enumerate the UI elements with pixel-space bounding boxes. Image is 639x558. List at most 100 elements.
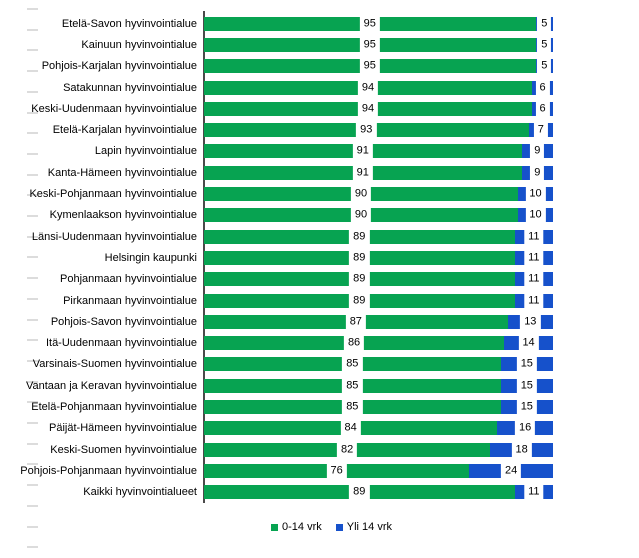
bar-track: 84 16 (204, 420, 553, 436)
bar-track: 82 18 (204, 442, 553, 458)
value-label-0-14-vrk: 94 (357, 101, 379, 117)
category-label: Itä-Uudenmaan hyvinvointialue (45, 337, 197, 350)
tick-mark (27, 401, 38, 404)
chart-row: Helsingin kaupunki 89 11 (0, 247, 554, 268)
bar-track: 85 15 (204, 378, 553, 394)
bar-track: 94 6 (204, 80, 553, 96)
tick-mark (27, 318, 38, 321)
value-label-yli-14-vrk: 11 (524, 293, 544, 308)
bar-track: 89 11 (204, 484, 553, 500)
chart-row: Satakunnan hyvinvointialue 94 6 (0, 77, 554, 98)
value-label-0-14-vrk: 85 (342, 399, 363, 415)
tick-mark (27, 256, 38, 259)
value-label-0-14-vrk: 93 (356, 122, 377, 138)
legend-marker-blue-icon (335, 523, 343, 531)
tick-mark (27, 49, 38, 52)
value-label-0-14-vrk: 87 (345, 314, 366, 330)
value-label-0-14-vrk: 85 (342, 378, 363, 394)
tick-mark (27, 111, 38, 114)
category-label: Keski-Suomen hyvinvointialue (50, 443, 197, 456)
bar-track: 89 11 (204, 293, 553, 308)
tick-mark (27, 546, 38, 549)
tick-mark (27, 28, 38, 31)
category-label: Lapin hyvinvointialue (94, 145, 197, 158)
chart-row: Varsinais-Suomen hyvinvointialue 85 15 (0, 354, 554, 375)
bar-track: 89 11 (204, 229, 553, 245)
legend-item-yli-14-vrk: Yli 14 vrk (335, 521, 392, 533)
category-label: Etelä-Savon hyvinvointialue (61, 17, 197, 30)
tick-mark (27, 173, 38, 176)
value-label-yli-14-vrk: 6 (535, 101, 550, 117)
legend: 0-14 vrk Yli 14 vrk (12, 521, 639, 533)
bar-track: 93 7 (204, 122, 553, 138)
chart-row: Itä-Uudenmaan hyvinvointialue 86 14 (0, 332, 554, 353)
chart-row: Keski-Pohjanmaan hyvinvointialue 90 10 (0, 183, 554, 204)
category-label: Kaikki hyvinvointialueet (83, 486, 197, 499)
category-label: Pohjois-Pohjanmaan hyvinvointialue (20, 464, 197, 477)
value-label-yli-14-vrk: 11 (524, 250, 544, 266)
value-label-yli-14-vrk: 5 (537, 58, 552, 74)
bar-track: 95 5 (204, 37, 553, 53)
legend-label: 0-14 vrk (282, 521, 322, 533)
tick-mark (27, 525, 38, 528)
category-label: Pohjois-Savon hyvinvointialue (50, 315, 197, 328)
chart-row: Kymenlaakson hyvinvointialue 90 10 (0, 205, 554, 226)
tick-mark (27, 484, 38, 487)
tick-mark (27, 90, 38, 93)
value-label-0-14-vrk: 89 (349, 293, 370, 308)
tick-mark (27, 215, 38, 217)
value-label-0-14-vrk: 91 (352, 165, 373, 181)
bar-track: 89 11 (204, 250, 553, 266)
value-label-yli-14-vrk: 9 (530, 143, 545, 159)
value-label-0-14-vrk: 89 (349, 229, 370, 245)
bar-track: 94 6 (204, 101, 553, 117)
value-label-yli-14-vrk: 5 (537, 16, 552, 32)
legend-label: Yli 14 vrk (346, 521, 392, 533)
value-label-0-14-vrk: 84 (340, 420, 361, 436)
tick-mark (27, 8, 38, 10)
legend-item-0-14-vrk: 0-14 vrk (271, 521, 322, 533)
value-label-0-14-vrk: 89 (349, 271, 370, 287)
chart-row: Keski-Uudenmaan hyvinvointialue 94 6 (0, 98, 554, 119)
chart-row: Keski-Suomen hyvinvointialue 82 18 (0, 439, 554, 460)
value-label-yli-14-vrk: 24 (500, 463, 522, 479)
bar-track: 90 10 (204, 186, 553, 202)
tick-mark (27, 504, 38, 507)
bar-track: 85 15 (204, 356, 553, 372)
tick-mark (27, 277, 38, 280)
category-label: Päijät-Hämeen hyvinvointialue (49, 422, 197, 435)
value-label-yli-14-vrk: 11 (524, 271, 544, 287)
chart-row: Pohjanmaan hyvinvointialue 89 11 (0, 269, 554, 290)
category-label: Satakunnan hyvinvointialue (63, 81, 197, 94)
category-label: Etelä-Karjalan hyvinvointialue (52, 124, 197, 137)
chart-row: Päijät-Hämeen hyvinvointialue 84 16 (0, 418, 554, 439)
value-label-yli-14-vrk: 5 (537, 37, 552, 53)
value-label-yli-14-vrk: 11 (524, 229, 544, 245)
bar-track: 87 13 (204, 314, 553, 330)
category-label: Länsi-Uudenmaan hyvinvointialue (31, 230, 197, 243)
value-label-0-14-vrk: 89 (349, 250, 370, 266)
category-label: Varsinais-Suomen hyvinvointialue (32, 358, 197, 371)
chart-row: Kainuun hyvinvointialue 95 5 (0, 34, 554, 55)
bar-track: 89 11 (204, 271, 553, 287)
value-label-yli-14-vrk: 6 (535, 80, 550, 96)
value-label-0-14-vrk: 90 (350, 186, 372, 202)
category-label: Keski-Pohjanmaan hyvinvointialue (29, 188, 197, 201)
legend-marker-green-icon (271, 523, 278, 531)
tick-mark (27, 422, 38, 424)
value-label-yli-14-vrk: 15 (516, 399, 537, 415)
bar-track: 91 9 (204, 143, 553, 159)
value-label-yli-14-vrk: 10 (525, 207, 546, 223)
category-label: Helsingin kaupunki (104, 251, 197, 264)
value-label-0-14-vrk: 95 (359, 16, 380, 32)
value-label-yli-14-vrk: 15 (516, 356, 537, 372)
tick-mark (27, 463, 38, 466)
chart-row: Pohjois-Pohjanmaan hyvinvointialue 76 24 (0, 460, 554, 481)
chart-row: Kanta-Hämeen hyvinvointialue 91 9 (0, 162, 554, 183)
tick-mark (27, 194, 38, 197)
chart-row: Länsi-Uudenmaan hyvinvointialue 89 11 (0, 226, 554, 247)
bar-track: 76 24 (204, 463, 553, 479)
category-label: Pohjois-Karjalan hyvinvointialue (41, 60, 197, 73)
chart-row: Pirkanmaan hyvinvointialue 89 11 (0, 290, 554, 311)
